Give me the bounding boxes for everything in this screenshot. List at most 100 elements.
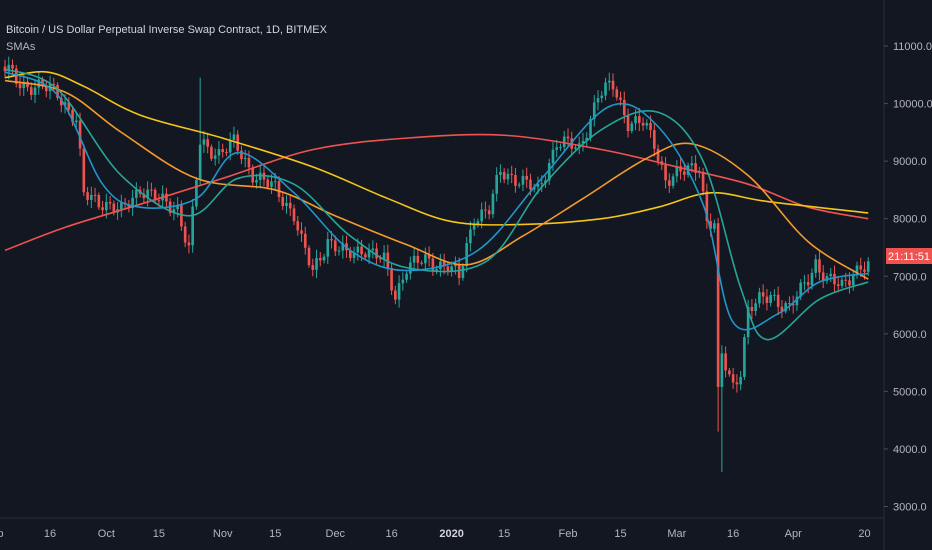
candle (33, 79, 37, 104)
x-tick-label-11: 15 (614, 528, 626, 540)
candle (514, 167, 517, 193)
candle (855, 261, 859, 279)
candle (675, 160, 679, 183)
candle (821, 265, 825, 289)
candle (213, 148, 217, 166)
x-tick-label-2: Oct (98, 528, 115, 540)
candle (240, 145, 243, 165)
candle (641, 117, 645, 131)
candle (22, 73, 26, 96)
candle (292, 204, 296, 226)
candle (172, 201, 176, 221)
candle (210, 144, 213, 162)
y-tick-label-6: 5000.0 (893, 386, 927, 398)
candle (296, 215, 300, 236)
candle (581, 132, 585, 152)
candle (397, 275, 401, 308)
candle (341, 235, 345, 259)
candle (818, 251, 821, 281)
candle (82, 144, 86, 197)
candle (547, 158, 551, 185)
candle (765, 289, 769, 311)
current-price-tag: 21:11:51 (886, 248, 932, 264)
candle (348, 246, 352, 262)
candle (315, 249, 318, 279)
candle (664, 156, 667, 189)
candle (191, 199, 194, 253)
candle (44, 80, 48, 98)
candle (521, 169, 525, 192)
candle (683, 165, 686, 182)
candle (382, 245, 386, 267)
candle (303, 226, 307, 255)
candle (318, 252, 322, 267)
candle (217, 140, 221, 164)
candle (183, 221, 187, 248)
price-axis[interactable]: 11000.0 10000.0 9000.0 8000.0 7000.0 6000.0 50… (884, 41, 932, 513)
candle (71, 105, 74, 127)
candle (232, 126, 236, 148)
candle (29, 82, 33, 100)
candle (562, 130, 566, 153)
y-tick-label-3: 8000.0 (893, 214, 927, 226)
sma-line-4 (4, 71, 869, 331)
candle (671, 173, 675, 189)
candle (803, 274, 806, 291)
candle (439, 253, 442, 277)
candle (735, 374, 739, 393)
candle (352, 246, 356, 264)
candle (225, 148, 228, 157)
candle (829, 267, 833, 283)
candle (180, 200, 183, 232)
candle (202, 130, 206, 153)
candle (645, 119, 649, 130)
x-tick-label-3: 15 (153, 528, 165, 540)
candle (420, 260, 423, 266)
time-axis[interactable]: Sep 16 Oct 15 Nov 15 Dec 16 2020 15 Feb 15 Mar 16 Apr 2… (0, 528, 871, 540)
candle (814, 254, 818, 278)
candle (626, 108, 630, 138)
x-tick-label-7: 16 (385, 528, 397, 540)
y-tick-label-2: 9000.0 (893, 156, 927, 168)
candle (97, 192, 101, 210)
x-tick-label-8: 2020 (439, 528, 463, 540)
candle (206, 132, 209, 154)
candle (195, 176, 198, 210)
x-tick-label-0: Sep (0, 528, 4, 540)
candle (795, 290, 799, 311)
candle (746, 299, 750, 345)
candle (491, 189, 495, 219)
candle (694, 155, 697, 181)
sma-line-1 (4, 70, 869, 226)
indicator-label[interactable]: SMAs (6, 41, 36, 53)
candle (728, 367, 731, 377)
candle (851, 269, 855, 291)
candle (679, 157, 682, 180)
candle (285, 195, 288, 214)
candle (761, 284, 765, 305)
x-tick-label-4: Nov (213, 528, 233, 540)
candle (322, 253, 326, 264)
candle (472, 218, 476, 236)
candle (379, 255, 382, 263)
candle (484, 201, 487, 219)
candle (394, 285, 397, 305)
candle (574, 145, 577, 151)
candle (739, 370, 742, 391)
candle (7, 56, 11, 80)
candle (390, 263, 393, 296)
x-tick-label-5: 15 (269, 528, 281, 540)
candle (412, 247, 416, 271)
candle (37, 72, 41, 95)
candle (288, 195, 292, 217)
candle (270, 174, 273, 194)
candle (750, 298, 754, 320)
candle (604, 77, 607, 101)
candle (607, 72, 611, 91)
candle (101, 200, 104, 217)
candle (465, 236, 468, 273)
candle (652, 122, 656, 157)
x-tick-label-15: 20 (858, 528, 870, 540)
candle (743, 333, 746, 381)
